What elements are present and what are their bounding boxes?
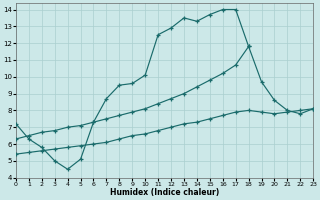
X-axis label: Humidex (Indice chaleur): Humidex (Indice chaleur)	[110, 188, 219, 197]
